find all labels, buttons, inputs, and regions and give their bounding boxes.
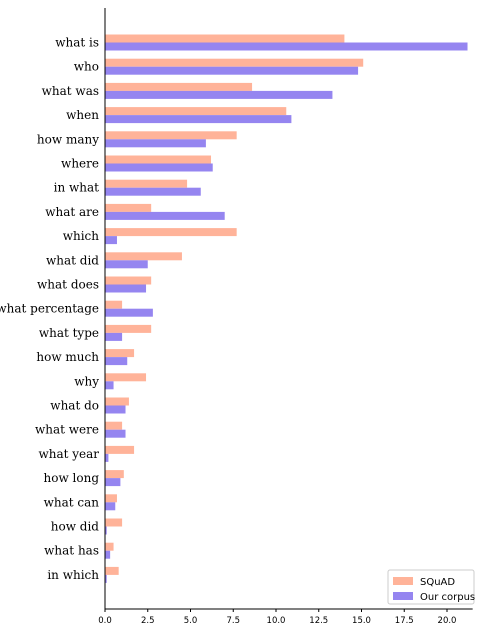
category-label: what year xyxy=(38,447,99,461)
bars-group xyxy=(105,34,468,583)
category-label: in which xyxy=(47,568,99,582)
category-label: what did xyxy=(46,253,99,267)
category-label: why xyxy=(74,374,99,388)
bar-squad xyxy=(105,397,129,406)
bar-our-corpus xyxy=(105,187,201,196)
x-tick-label: 17.5 xyxy=(395,616,414,623)
legend: SQuAD Our corpus xyxy=(387,569,475,605)
bar-squad xyxy=(105,542,114,551)
category-label: when xyxy=(66,108,99,122)
x-tick-label: 0.0 xyxy=(98,616,112,623)
bar-squad xyxy=(105,155,212,164)
bar-our-corpus xyxy=(105,308,153,317)
category-label: who xyxy=(74,60,99,74)
bar-our-corpus xyxy=(105,453,109,462)
category-label: what is xyxy=(55,36,99,50)
x-tick-label: 2.5 xyxy=(141,616,155,623)
bar-our-corpus xyxy=(105,405,126,414)
bar-our-corpus xyxy=(105,429,126,438)
category-label: what were xyxy=(35,423,99,437)
bar-squad xyxy=(105,252,182,261)
category-label: which xyxy=(63,229,100,243)
category-label: how did xyxy=(51,520,100,534)
bar-squad xyxy=(105,470,124,479)
bar-our-corpus xyxy=(105,574,107,583)
legend-swatch xyxy=(393,592,413,600)
bar-squad xyxy=(105,82,253,91)
x-tick-label: 5.0 xyxy=(184,616,198,623)
legend-swatch xyxy=(393,577,413,585)
bar-our-corpus xyxy=(105,163,213,172)
x-tick-label: 7.5 xyxy=(226,616,240,623)
category-labels: what is who what was when how many where in wh… xyxy=(0,36,99,582)
bar-our-corpus xyxy=(105,284,147,293)
bar-squad xyxy=(105,276,152,285)
legend-label: SQuAD xyxy=(420,577,455,588)
category-label: what does xyxy=(37,278,99,292)
bar-our-corpus xyxy=(105,526,107,535)
bar-our-corpus xyxy=(105,357,128,366)
bar-squad xyxy=(105,421,123,430)
x-tick-label: 10.0 xyxy=(267,616,286,623)
category-label: how many xyxy=(37,132,99,146)
x-axis-ticks: 0.0 2.5 5.0 7.5 10.0 12.5 15.0 17.5 20.0 xyxy=(98,609,456,623)
bar-our-corpus xyxy=(105,236,117,245)
bar-our-corpus xyxy=(105,90,333,99)
bar-squad xyxy=(105,131,237,140)
category-label: what do xyxy=(50,399,99,413)
bar-squad xyxy=(105,107,287,116)
category-label: in what xyxy=(54,181,100,195)
category-label: what can xyxy=(44,495,100,509)
category-label: what has xyxy=(44,544,99,558)
category-label: what are xyxy=(45,205,99,219)
bar-squad xyxy=(105,203,152,212)
bar-squad xyxy=(105,373,147,382)
bar-our-corpus xyxy=(105,260,148,269)
bar-our-corpus xyxy=(105,66,359,75)
bar-squad xyxy=(105,324,152,333)
bar-squad xyxy=(105,179,188,188)
x-tick-label: 12.5 xyxy=(309,616,328,623)
legend-label: Our corpus xyxy=(420,592,475,603)
bar-squad xyxy=(105,349,135,358)
bar-our-corpus xyxy=(105,115,292,124)
bar-squad xyxy=(105,34,345,43)
bar-squad xyxy=(105,494,117,503)
bar-our-corpus xyxy=(105,478,121,487)
bar-squad xyxy=(105,566,119,575)
bar-our-corpus xyxy=(105,139,206,148)
category-label: what type xyxy=(39,326,99,340)
bar-squad xyxy=(105,58,364,67)
bar-our-corpus xyxy=(105,332,123,341)
bar-squad xyxy=(105,445,135,454)
bar-squad xyxy=(105,518,123,527)
bar-our-corpus xyxy=(105,550,111,559)
bar-our-corpus xyxy=(105,502,116,511)
category-label: what was xyxy=(42,84,99,98)
bar-squad xyxy=(105,300,123,309)
category-label: what percentage xyxy=(0,302,99,316)
x-tick-label: 15.0 xyxy=(352,616,371,623)
x-tick-label: 20.0 xyxy=(438,616,457,623)
bar-our-corpus xyxy=(105,381,114,390)
bar-our-corpus xyxy=(105,42,468,51)
category-label: how much xyxy=(36,350,99,364)
category-label: where xyxy=(61,157,99,171)
category-label: how long xyxy=(43,471,99,485)
bar-our-corpus xyxy=(105,211,225,220)
bar-squad xyxy=(105,228,237,237)
